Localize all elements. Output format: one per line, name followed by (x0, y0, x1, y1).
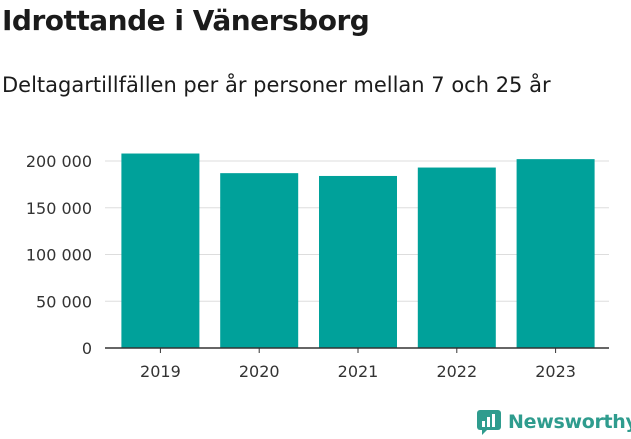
chart-subtitle: Deltagartillfällen per år personer mella… (2, 73, 551, 97)
newsworthy-logo: Newsworthy (476, 408, 631, 436)
bars (121, 153, 595, 348)
y-axis-tick-labels: 0 50 000 100 000 150 000 200 000 (26, 152, 92, 358)
brand-name: Newsworthy (508, 411, 631, 433)
chart-title: Idrottande i Vänersborg (2, 4, 370, 37)
x-tick-label: 2019 (140, 362, 181, 381)
y-tick-label: 0 (82, 339, 92, 358)
x-tick-label: 2021 (338, 362, 379, 381)
bar (220, 173, 299, 348)
x-tick-label: 2020 (239, 362, 280, 381)
x-axis-ticks: 2019 2020 2021 2022 2023 (140, 348, 576, 381)
y-tick-label: 100 000 (26, 246, 92, 265)
x-tick-label: 2022 (436, 362, 477, 381)
newsworthy-logo-icon (477, 410, 501, 435)
bar (417, 167, 496, 348)
y-tick-label: 50 000 (36, 292, 92, 311)
bar (319, 175, 397, 348)
y-tick-label: 200 000 (26, 152, 92, 171)
x-tick-label: 2023 (535, 362, 576, 381)
y-tick-label: 150 000 (26, 199, 92, 218)
bar (121, 153, 200, 348)
bar (516, 159, 595, 348)
